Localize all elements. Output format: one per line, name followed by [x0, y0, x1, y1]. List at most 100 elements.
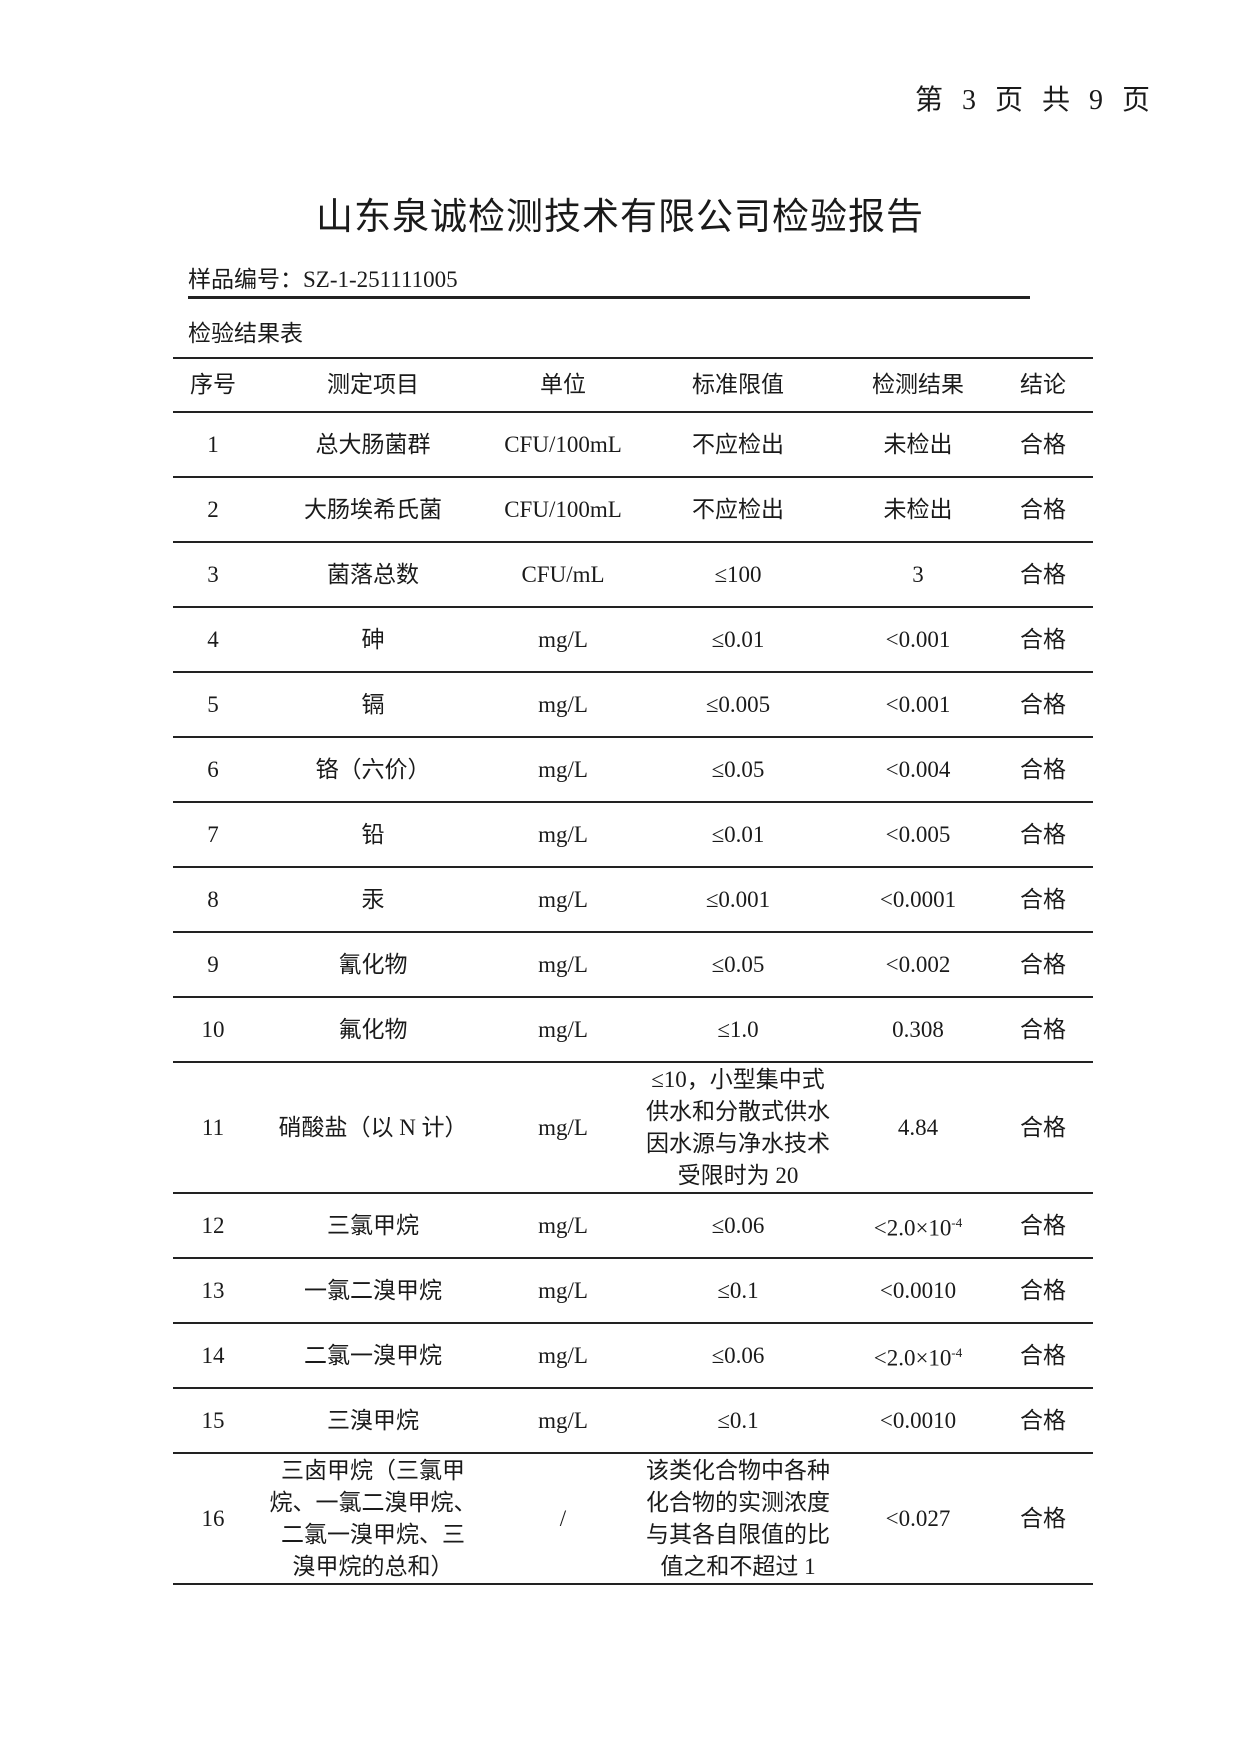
cell-no: 10	[173, 997, 253, 1063]
cell-unit-text: mg/L	[538, 691, 588, 717]
table-row: 13 一氯二溴甲烷 mg/L ≤0.1 <0.0010 合格	[173, 1258, 1093, 1324]
cell-result-text: <0.027	[885, 1505, 951, 1531]
cell-item: 菌落总数	[253, 542, 493, 608]
cell-no-text: 12	[201, 1212, 225, 1238]
col-limit: 标准限值	[633, 357, 843, 413]
cell-result-text: <0.0001	[879, 886, 957, 912]
cell-no-text: 10	[201, 1016, 225, 1042]
cell-no: 13	[173, 1258, 253, 1324]
cell-result: 未检出	[843, 477, 993, 543]
cell-limit-text: ≤0.06	[711, 1342, 765, 1368]
cell-conclusion: 合格	[993, 932, 1093, 998]
cell-result: <0.001	[843, 607, 993, 673]
cell-unit: /	[493, 1453, 633, 1585]
cell-limit-text: ≤0.1	[717, 1407, 759, 1433]
cell-unit-text: mg/L	[538, 626, 588, 652]
cell-item: 一氯二溴甲烷	[253, 1258, 493, 1324]
cell-conclusion: 合格	[993, 412, 1093, 478]
cell-limit: ≤1.0	[633, 997, 843, 1063]
cell-unit: mg/L	[493, 932, 633, 998]
col-conclusion: 结论	[993, 357, 1093, 413]
cell-conclusion: 合格	[993, 477, 1093, 543]
cell-item-text: 三氯甲烷	[327, 1212, 419, 1238]
cell-unit-text: mg/L	[538, 1016, 588, 1042]
cell-item-text: 三溴甲烷	[327, 1407, 419, 1433]
cell-item: 硝酸盐（以 N 计）	[253, 1062, 493, 1194]
sample-id: SZ-1-251111005	[303, 267, 458, 292]
cell-item: 氰化物	[253, 932, 493, 998]
cell-item-text: 三卤甲烷（三氯甲 烷、一氯二溴甲烷、 二氯一溴甲烷、三 溴甲烷的总和）	[269, 1457, 477, 1579]
cell-unit: CFU/100mL	[493, 477, 633, 543]
cell-item-text: 总大肠菌群	[315, 431, 431, 457]
cell-item-text: 大肠埃希氏菌	[304, 496, 442, 522]
cell-unit: mg/L	[493, 1323, 633, 1389]
cell-result-text: <0.0010	[879, 1277, 957, 1303]
cell-item: 镉	[253, 672, 493, 738]
cell-limit: ≤0.01	[633, 607, 843, 673]
cell-item: 氟化物	[253, 997, 493, 1063]
cell-conclusion-text: 合格	[1020, 821, 1066, 847]
cell-item: 二氯一溴甲烷	[253, 1323, 493, 1389]
cell-unit: mg/L	[493, 1388, 633, 1454]
table-row: 14 二氯一溴甲烷 mg/L ≤0.06 <2.0×10-4 合格	[173, 1323, 1093, 1389]
cell-limit-text: ≤0.1	[717, 1277, 759, 1303]
cell-conclusion-text: 合格	[1020, 431, 1066, 457]
cell-result: <0.005	[843, 802, 993, 868]
cell-result-text: <0.001	[885, 691, 951, 717]
cell-item: 总大肠菌群	[253, 412, 493, 478]
cell-limit-text: ≤0.005	[705, 691, 771, 717]
cell-limit: ≤0.1	[633, 1388, 843, 1454]
cell-no-text: 11	[201, 1114, 225, 1140]
cell-limit-text: ≤0.001	[705, 886, 771, 912]
cell-no: 14	[173, 1323, 253, 1389]
cell-item-text: 砷	[361, 626, 385, 652]
cell-conclusion: 合格	[993, 1453, 1093, 1585]
cell-limit-text: 不应检出	[692, 431, 784, 457]
col-no: 序号	[173, 357, 253, 413]
cell-no-text: 1	[207, 431, 219, 457]
cell-no-text: 15	[201, 1407, 225, 1433]
table-row: 10 氟化物 mg/L ≤1.0 0.308 合格	[173, 997, 1093, 1063]
cell-limit-text: ≤0.01	[711, 626, 765, 652]
cell-result: <0.0010	[843, 1388, 993, 1454]
cell-result-text: <0.002	[885, 951, 951, 977]
cell-conclusion: 合格	[993, 542, 1093, 608]
cell-conclusion-text: 合格	[1020, 756, 1066, 782]
table-title: 检验结果表	[188, 321, 303, 346]
cell-limit: ≤0.05	[633, 932, 843, 998]
cell-limit: ≤0.05	[633, 737, 843, 803]
table-row: 16 三卤甲烷（三氯甲 烷、一氯二溴甲烷、 二氯一溴甲烷、三 溴甲烷的总和） / 该类…	[173, 1453, 1093, 1585]
cell-conclusion-text: 合格	[1020, 886, 1066, 912]
table-row: 2 大肠埃希氏菌 CFU/100mL 不应检出 未检出 合格	[173, 477, 1093, 543]
cell-unit-text: CFU/100mL	[504, 496, 622, 522]
cell-result: <0.027	[843, 1453, 993, 1585]
cell-no: 8	[173, 867, 253, 933]
table-row: 5 镉 mg/L ≤0.005 <0.001 合格	[173, 672, 1093, 738]
cell-item: 三溴甲烷	[253, 1388, 493, 1454]
cell-unit-text: mg/L	[538, 1277, 588, 1303]
cell-item: 三氯甲烷	[253, 1193, 493, 1259]
table-row: 11 硝酸盐（以 N 计） mg/L ≤10，小型集中式 供水和分散式供水 因水源与净…	[173, 1062, 1093, 1194]
cell-conclusion: 合格	[993, 737, 1093, 803]
cell-unit-text: /	[559, 1505, 567, 1531]
cell-unit: mg/L	[493, 1258, 633, 1324]
cell-limit-text: ≤0.01	[711, 821, 765, 847]
cell-unit-text: mg/L	[538, 886, 588, 912]
cell-unit: mg/L	[493, 737, 633, 803]
cell-no-text: 8	[207, 886, 219, 912]
cell-no: 9	[173, 932, 253, 998]
cell-conclusion-text: 合格	[1020, 561, 1066, 587]
cell-item-text: 菌落总数	[327, 561, 419, 587]
sample-label: 样品编号：	[188, 267, 303, 292]
cell-item: 砷	[253, 607, 493, 673]
cell-unit-text: mg/L	[538, 1114, 588, 1140]
cell-result: <0.002	[843, 932, 993, 998]
table-row: 4 砷 mg/L ≤0.01 <0.001 合格	[173, 607, 1093, 673]
sample-number: 样品编号：SZ-1-251111005	[188, 260, 1030, 299]
cell-item-text: 氟化物	[338, 1016, 408, 1042]
cell-conclusion: 合格	[993, 1193, 1093, 1259]
cell-conclusion: 合格	[993, 672, 1093, 738]
cell-no: 5	[173, 672, 253, 738]
cell-conclusion-text: 合格	[1020, 951, 1066, 977]
cell-unit: CFU/mL	[493, 542, 633, 608]
